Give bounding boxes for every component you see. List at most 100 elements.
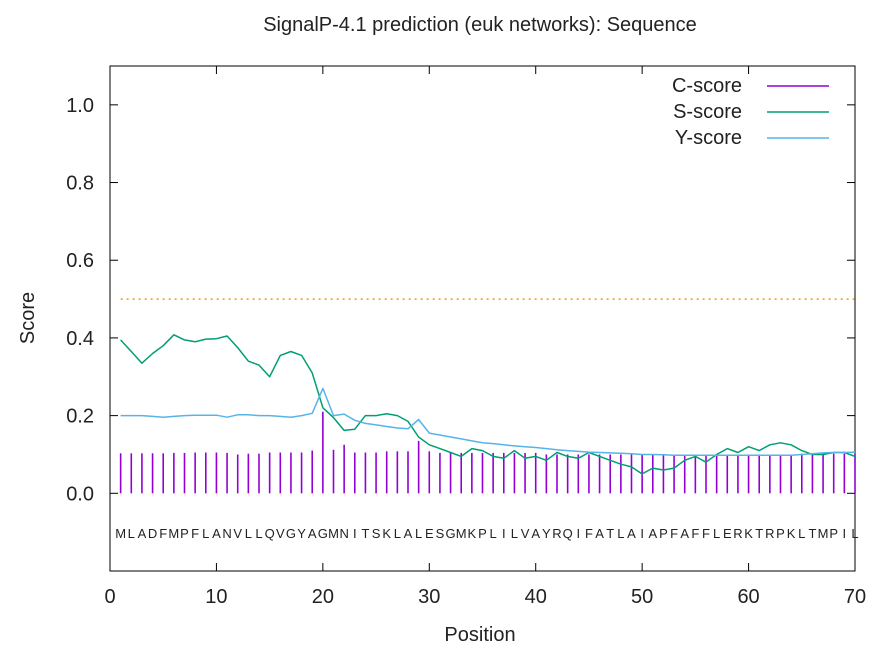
sequence-letter: A (595, 526, 604, 541)
score-lines (120, 334, 856, 475)
sequence-letter: L (617, 526, 624, 541)
sequence-letter: P (776, 526, 785, 541)
sequence-letter: V (233, 526, 242, 541)
sequence-letter: F (585, 526, 593, 541)
sequence-letter: L (255, 526, 262, 541)
sequence-letter: L (245, 526, 252, 541)
sequence-letter: F (191, 526, 199, 541)
sequence-letter: R (552, 526, 561, 541)
x-tick-label: 50 (631, 586, 653, 608)
sequence-letter: A (212, 526, 221, 541)
sequence-letter: I (843, 526, 847, 541)
sequence-letter: L (415, 526, 422, 541)
x-tick-label: 20 (312, 586, 334, 608)
sequence-letter: R (765, 526, 774, 541)
x-tick-label: 40 (525, 586, 547, 608)
x-tick-label: 60 (737, 586, 759, 608)
sequence-letter: F (159, 526, 167, 541)
sequence-letter: E (425, 526, 434, 541)
y-tick-label: 0.2 (66, 406, 94, 428)
plot-frame (109, 65, 856, 572)
sequence-letter: P (659, 526, 668, 541)
y-tick-label: 0.6 (66, 250, 94, 272)
sequence-letter: D (148, 526, 157, 541)
chart-title: SignalP-4.1 prediction (euk networks): S… (263, 14, 697, 36)
x-tick-label: 70 (844, 586, 866, 608)
sequence-letter: T (755, 526, 763, 541)
sequence-letter: A (627, 526, 636, 541)
x-axis-label: Position (444, 624, 515, 646)
sequence-letter: R (733, 526, 742, 541)
sequence-letter: L (511, 526, 518, 541)
sequence-letter: L (202, 526, 209, 541)
sequence-letter: N (339, 526, 348, 541)
sequence-letter: P (478, 526, 487, 541)
sequence-letter: K (468, 526, 477, 541)
sequence-letter: F (670, 526, 678, 541)
sequence-letter: L (851, 526, 858, 541)
legend-label: S-score (673, 101, 742, 123)
sequence-letter: L (713, 526, 720, 541)
sequence-letter: N (222, 526, 231, 541)
sequence-letter: M (168, 526, 179, 541)
sequence-letter: I (502, 526, 506, 541)
sequence-letter: K (787, 526, 796, 541)
sequence-letter: A (680, 526, 689, 541)
sequence-letter: L (490, 526, 497, 541)
y-tick-label: 0.4 (66, 328, 94, 350)
sequence-letter: S (436, 526, 445, 541)
sequence-letter: K (744, 526, 753, 541)
sequence-letter: A (648, 526, 657, 541)
sequence-letter: A (308, 526, 317, 541)
sequence-letter: V (276, 526, 285, 541)
sequence-letter: A (404, 526, 413, 541)
sequence-letter: M (115, 526, 126, 541)
x-tick-label: 10 (205, 586, 227, 608)
sequence-letter: Y (297, 526, 306, 541)
sequence-letter: F (691, 526, 699, 541)
sequence-letter: E (723, 526, 732, 541)
sequence-letter: T (606, 526, 614, 541)
sequence-letter: P (180, 526, 189, 541)
y-axis: 0.0 0.2 0.4 0.6 0.8 1.0 (66, 95, 855, 505)
sequence-letter: I (640, 526, 644, 541)
legend-label: Y-score (675, 127, 742, 149)
y-score-line (120, 387, 856, 456)
legend-label: C-score (672, 75, 742, 97)
sequence-letter: S (372, 526, 381, 541)
x-tick-label: 30 (418, 586, 440, 608)
sequence-letter: L (128, 526, 135, 541)
sequence-letter: L (798, 526, 805, 541)
legend: C-score S-score Y-score (672, 75, 829, 149)
sequence-letter: L (394, 526, 401, 541)
sequence-letter: I (576, 526, 580, 541)
sequence-letter: M (456, 526, 467, 541)
s-score-line (120, 334, 856, 475)
sequence-letter: A (531, 526, 540, 541)
y-tick-label: 1.0 (66, 95, 94, 117)
sequence-letter: T (361, 526, 369, 541)
sequence-letter: M (328, 526, 339, 541)
sequence-letter: I (353, 526, 357, 541)
sequence-letter: M (818, 526, 829, 541)
sequence-letter: G (446, 526, 456, 541)
sequence-letter: G (318, 526, 328, 541)
sequence-letter: K (382, 526, 391, 541)
sequence-letter: Y (542, 526, 551, 541)
x-axis: 0 10 20 30 40 50 60 70 (104, 66, 866, 608)
y-axis-label: Score (17, 292, 39, 344)
sequence-letter: A (138, 526, 147, 541)
y-tick-label: 0.8 (66, 173, 94, 195)
sequence-letter: Q (563, 526, 573, 541)
sequence-letter: V (521, 526, 530, 541)
sequence-letter: G (286, 526, 296, 541)
sequence-letter: Q (265, 526, 275, 541)
sequence-letter: T (808, 526, 816, 541)
c-score-impulses (119, 411, 856, 494)
sequence-letter: F (702, 526, 710, 541)
y-tick-label: 0.0 (66, 483, 94, 505)
x-tick-label: 0 (104, 586, 115, 608)
sequence-letter: P (829, 526, 838, 541)
